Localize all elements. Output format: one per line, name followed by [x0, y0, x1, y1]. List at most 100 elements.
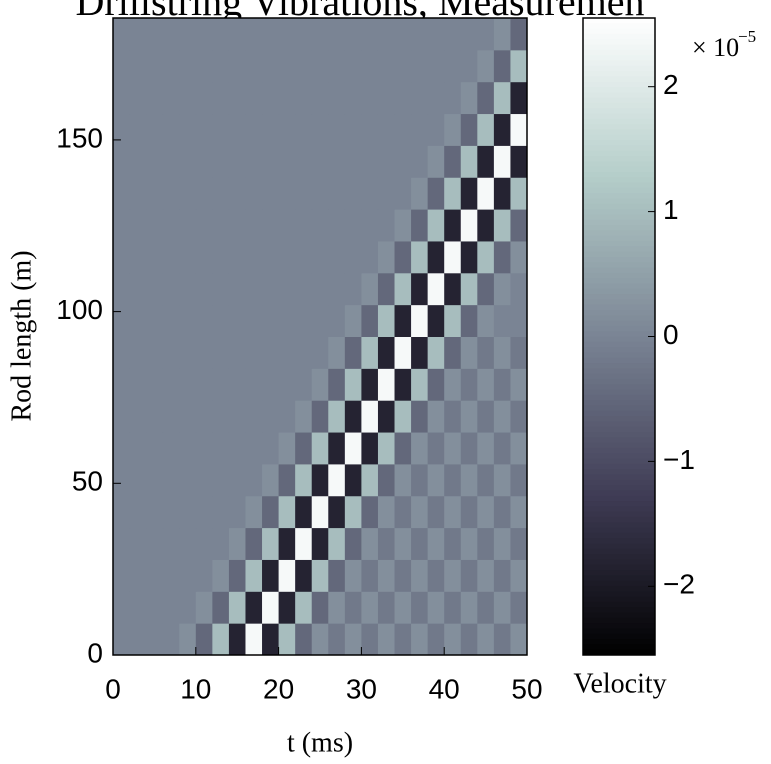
heatmap-cell: [113, 49, 131, 83]
heatmap-cell: [295, 463, 313, 497]
x-tick-label: 30: [346, 673, 377, 704]
colorbar-segment: [583, 102, 655, 109]
colorbar-segment: [583, 628, 655, 635]
heatmap-cell: [179, 400, 197, 433]
colorbar-tick-label: 2: [663, 69, 679, 100]
colorbar-segment: [583, 304, 655, 311]
heatmap-cell: [245, 527, 263, 560]
heatmap-cell: [427, 209, 445, 242]
heatmap-cell: [278, 559, 296, 592]
heatmap-cell: [460, 336, 478, 369]
heatmap-cell: [493, 400, 511, 433]
heatmap-cell: [179, 368, 197, 401]
heatmap-cell: [344, 495, 362, 529]
heatmap-cell: [444, 145, 462, 178]
heatmap-cell: [278, 240, 296, 274]
colorbar-segment: [583, 331, 655, 337]
colorbar-segment: [583, 485, 655, 491]
heatmap-cell: [262, 591, 280, 624]
heatmap-cell: [361, 432, 379, 465]
colorbar-segment: [583, 140, 655, 146]
heatmap-cell: [328, 400, 346, 433]
heatmap-cell: [113, 272, 131, 306]
heatmap-cell: [361, 113, 379, 146]
heatmap-cell: [493, 336, 511, 369]
heatmap-cell: [195, 272, 213, 306]
heatmap-cell: [427, 527, 445, 560]
heatmap-cell: [510, 113, 528, 146]
heatmap-cell: [344, 81, 362, 115]
heatmap-cell: [113, 145, 131, 178]
heatmap-cell: [477, 368, 495, 401]
colorbar-segment: [583, 246, 655, 253]
heatmap-cell: [361, 240, 379, 274]
heatmap-cell: [361, 49, 379, 83]
heatmap-cell: [262, 336, 280, 369]
heatmap-cell: [444, 336, 462, 369]
heatmap-cell: [195, 336, 213, 369]
heatmap-cell: [493, 591, 511, 624]
heatmap-cell: [328, 272, 346, 306]
heatmap-cell: [262, 463, 280, 497]
colorbar-segment: [583, 134, 655, 141]
heatmap-cell: [129, 272, 147, 306]
heatmap-cell: [493, 272, 511, 306]
heatmap-cell: [129, 49, 147, 83]
colorbar-segment: [583, 235, 655, 242]
heatmap-cell: [444, 463, 462, 497]
heatmap-cell: [262, 240, 280, 274]
heatmap-cell: [129, 368, 147, 401]
heatmap-cell: [344, 400, 362, 433]
colorbar-segment: [583, 76, 655, 83]
heatmap-cell: [262, 527, 280, 560]
heatmap-cell: [278, 177, 296, 210]
heatmap-cell: [411, 209, 429, 242]
heatmap-cell: [427, 432, 445, 465]
heatmap-cell: [477, 336, 495, 369]
colorbar-segment: [583, 458, 655, 465]
heatmap-cell: [328, 240, 346, 274]
heatmap-cell: [411, 18, 429, 51]
heatmap-cell: [460, 272, 478, 306]
x-tick-label: 0: [105, 673, 121, 704]
heatmap-cell: [228, 177, 246, 210]
colorbar-segment: [583, 262, 655, 268]
colorbar-segment: [583, 182, 655, 189]
heatmap-cell: [460, 495, 478, 529]
heatmap-cell: [444, 304, 462, 337]
heatmap-cell: [477, 209, 495, 242]
heatmap-cell: [262, 209, 280, 242]
heatmap-cell: [212, 591, 230, 624]
x-tick-label: 50: [511, 673, 542, 704]
heatmap-cell: [444, 177, 462, 210]
heatmap-cell: [344, 591, 362, 624]
y-tick-label: 50: [72, 466, 103, 497]
heatmap-cell: [212, 49, 230, 83]
heatmap-cell: [195, 495, 213, 529]
heatmap-cell: [510, 463, 528, 497]
heatmap-cell: [377, 432, 396, 465]
heatmap-cell: [179, 623, 197, 656]
heatmap-cell: [510, 145, 528, 178]
heatmap-cell: [212, 304, 230, 337]
colorbar-segment: [583, 394, 655, 401]
heatmap-cell: [377, 177, 396, 210]
heatmap-cell: [493, 209, 511, 242]
heatmap-cell: [444, 81, 462, 115]
heatmap-cell: [377, 145, 396, 178]
colorbar-segment: [583, 405, 655, 412]
colorbar-segment: [583, 60, 655, 67]
heatmap-cell: [245, 463, 263, 497]
heatmap-cell: [328, 527, 346, 560]
colorbar-segment: [583, 644, 655, 651]
colorbar-segment: [583, 548, 655, 555]
colorbar-segment: [583, 474, 655, 481]
colorbar-tick-label: 1: [663, 194, 679, 225]
heatmap-cell: [162, 113, 180, 146]
heatmap-cell: [129, 527, 147, 560]
heatmap-cell: [311, 559, 329, 592]
heatmap-cell: [427, 49, 445, 83]
x-tick-label: 10: [180, 673, 211, 704]
heatmap-cell: [228, 145, 246, 178]
heatmap-cell: [361, 18, 379, 51]
